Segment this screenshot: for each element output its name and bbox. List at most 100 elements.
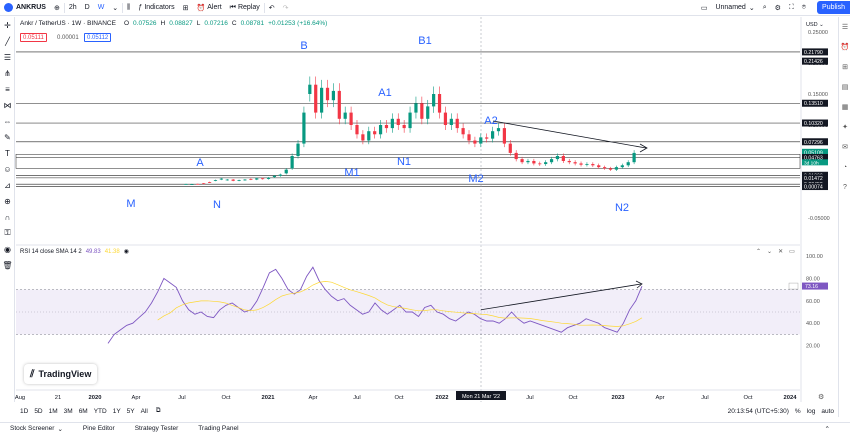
eye-icon[interactable]: ◉ <box>4 244 11 254</box>
tab-stock-screener[interactable]: Stock Screener ⌄ <box>10 425 63 433</box>
level-price: 0.13510 <box>804 101 823 107</box>
fullscreen-icon: ⛶ <box>788 3 794 11</box>
tab-strategy-tester[interactable]: Strategy Tester <box>134 425 179 432</box>
price-tick: 0.00000 <box>808 185 828 191</box>
date-range-icon[interactable]: ⧉ <box>155 407 161 414</box>
trash-icon[interactable]: 🗑 <box>2 260 13 270</box>
log-toggle[interactable]: log <box>806 407 816 415</box>
percent-toggle[interactable]: % <box>794 407 801 415</box>
layout-name-button[interactable]: Unnamed ⌄ <box>715 4 755 12</box>
rsi-title: RSI 14 close SMA 14 2 <box>20 248 82 255</box>
redo-button[interactable]: ↷ <box>279 0 293 16</box>
range-1y[interactable]: 1Y <box>112 407 121 415</box>
timeframe-dropdown[interactable]: ⌄ <box>108 0 122 16</box>
range-5d[interactable]: 5D <box>34 407 43 415</box>
time-tick: Apr <box>655 395 664 401</box>
candle <box>555 156 560 160</box>
layout-grid-button[interactable]: ▭ <box>697 0 712 16</box>
close-icon[interactable]: ✕ <box>778 249 784 255</box>
measure-icon[interactable]: ⇔ <box>3 116 12 126</box>
range-1d[interactable]: 1D <box>20 407 29 415</box>
candle <box>432 94 436 107</box>
ruler-icon[interactable]: ⊿ <box>4 180 11 190</box>
buy-price[interactable]: 0.05112 <box>84 33 112 42</box>
range-3m[interactable]: 3M <box>63 407 73 415</box>
candle <box>349 112 353 125</box>
watchlist-icon[interactable]: ☰ <box>841 24 849 31</box>
candle <box>538 163 542 165</box>
move-up-icon[interactable]: ⌃ <box>756 249 762 255</box>
text-icon[interactable]: T <box>5 148 10 158</box>
fib-icon[interactable]: ≡ <box>5 84 10 94</box>
timeframe-2h[interactable]: 2h <box>68 4 77 11</box>
symbol-search[interactable]: ANKRUS <box>0 0 50 16</box>
brush-icon[interactable]: ✎ <box>4 132 11 142</box>
horizontal-lines-icon[interactable]: ☰ <box>3 52 12 62</box>
level-price: 0.01892 <box>804 173 823 179</box>
replay-button[interactable]: ⏮ Replay <box>229 3 260 12</box>
publish-button[interactable]: Publish <box>817 1 850 14</box>
alert-button[interactable]: ⏰ Alert <box>196 4 222 12</box>
collapse-panel-button[interactable]: ⌃ <box>825 425 850 433</box>
tab-pine-editor[interactable]: Pine Editor <box>82 425 115 432</box>
time-tick: 2023 <box>612 395 626 401</box>
maximize-icon[interactable]: ▭ <box>789 249 795 255</box>
data-window-icon[interactable]: ⊞ <box>842 64 848 71</box>
timeframe-d[interactable]: D <box>84 4 90 11</box>
candle <box>390 118 394 129</box>
visibility-icon[interactable]: ◉ <box>123 249 129 255</box>
trend-line-icon[interactable]: ╱ <box>5 36 10 46</box>
timeframe-w[interactable]: W <box>97 4 105 11</box>
news-icon[interactable]: ▤ <box>841 84 849 91</box>
trend-arrow <box>492 120 647 149</box>
range-6m[interactable]: 6M <box>78 407 88 415</box>
emoji-icon[interactable]: ☺ <box>3 164 12 174</box>
time-tick: 21 <box>55 395 61 401</box>
crosshair-date-box <box>456 391 506 400</box>
range-ytd[interactable]: YTD <box>93 407 107 415</box>
pane-controls: ⌃ ⌄ ✕ ▭ <box>756 248 795 255</box>
range-all[interactable]: All <box>140 407 148 415</box>
indicators-button[interactable]: ƒ Indicators <box>138 4 175 11</box>
notifications-icon[interactable]: ◔ <box>842 163 848 171</box>
compare-button[interactable]: ⊕ <box>50 0 64 16</box>
zoom-icon[interactable]: ⊕ <box>4 196 11 206</box>
quick-search-button[interactable]: ⌕ <box>759 0 771 16</box>
candle <box>343 112 347 119</box>
price-tick: 0.25000 <box>808 30 828 36</box>
fullscreen-button[interactable]: ⛶ <box>785 0 798 16</box>
pitchfork-icon[interactable]: ⋔ <box>4 68 11 78</box>
candle <box>213 180 218 181</box>
range-1m[interactable]: 1M <box>48 407 58 415</box>
pattern-icon[interactable]: ⋈ <box>3 100 12 110</box>
candle <box>544 162 548 165</box>
range-5y[interactable]: 5Y <box>126 407 135 415</box>
sell-price[interactable]: 0.05111 <box>20 33 47 42</box>
level-price-box <box>802 57 828 65</box>
candle <box>331 90 336 101</box>
magnet-icon[interactable]: ∩ <box>4 212 11 222</box>
auto-toggle[interactable]: auto <box>821 407 834 415</box>
help-icon[interactable]: ? <box>843 183 847 191</box>
undo-button[interactable]: ↶ <box>265 0 279 16</box>
move-down-icon[interactable]: ⌄ <box>767 249 773 255</box>
lock-icon[interactable]: ⚿ <box>4 228 11 237</box>
chart-type-button[interactable]: ⫼ <box>123 0 134 16</box>
time-tick: 2024 <box>784 395 798 401</box>
candle <box>284 169 288 174</box>
rsi-tick: 40.00 <box>806 321 820 327</box>
chat-icon[interactable]: ✉ <box>842 144 848 151</box>
tab-trading-panel[interactable]: Trading Panel <box>198 425 239 432</box>
ideas-icon[interactable]: ✦ <box>842 124 848 131</box>
rsi-sma-value: 41.38 <box>104 248 120 255</box>
alerts-icon[interactable]: ⏰ <box>840 44 850 51</box>
snapshot-button[interactable]: ⌾ <box>798 0 810 16</box>
settings-button[interactable]: ⚙ <box>771 0 785 16</box>
templates-button[interactable]: ⊞ <box>179 0 193 16</box>
time-tick: Oct <box>568 395 577 401</box>
crosshair-icon[interactable]: ✛ <box>4 20 11 30</box>
annotation-label: A2 <box>484 115 497 127</box>
clock[interactable]: 20:13:54 (UTC+5:30) <box>727 407 789 415</box>
calendar-icon[interactable]: ▦ <box>841 104 849 111</box>
